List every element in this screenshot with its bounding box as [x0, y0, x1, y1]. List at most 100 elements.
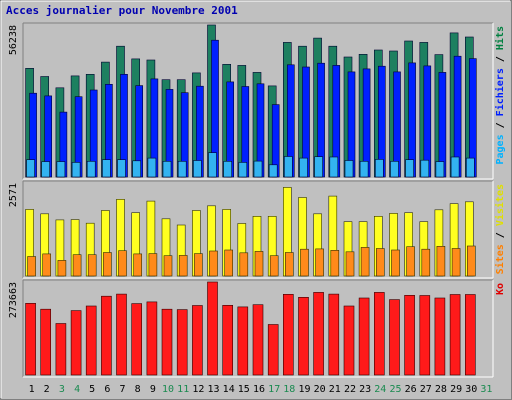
- series-legend-label: Sites / Visites: [494, 184, 506, 274]
- bar-ko: [389, 299, 400, 376]
- bar-fichiers: [362, 68, 371, 178]
- x-tick-label: 7: [119, 384, 125, 395]
- panel-bottom: 273663 Ko: [8, 279, 506, 378]
- x-tick-label: 9: [150, 384, 156, 395]
- bar-pages: [41, 161, 51, 178]
- x-tick-label: 24: [374, 384, 386, 395]
- x-tick-label: 19: [298, 384, 310, 395]
- x-tick-label: 1: [29, 384, 35, 395]
- y-max-label: 2571: [8, 183, 19, 207]
- bar-sites: [360, 247, 370, 277]
- bar-sites: [254, 251, 264, 277]
- bar-ko: [55, 323, 67, 376]
- x-tick-label: 18: [283, 384, 295, 395]
- x-tick-label: 25: [389, 384, 401, 395]
- bar-sites: [148, 253, 158, 277]
- x-tick-label: 30: [465, 384, 477, 395]
- bar-sites: [375, 248, 385, 277]
- bar-pages: [177, 161, 187, 178]
- x-tick-label: 13: [207, 384, 219, 395]
- x-axis-labels: 1 2 3 4 5 6 7 8 9 10 11 12 13 14 15 16 17 18 19 20 21 22 23 24 2…: [29, 384, 493, 395]
- x-tick-label: 14: [223, 384, 235, 395]
- x-tick-label: 17: [268, 384, 280, 395]
- bar-pages: [390, 161, 399, 178]
- bar-pages: [359, 161, 369, 178]
- bar-pages: [223, 161, 232, 178]
- bar-pages: [329, 156, 339, 178]
- bar-ko: [146, 301, 158, 376]
- bar-sites: [163, 255, 173, 277]
- bar-pages: [420, 159, 430, 178]
- x-tick-label: 20: [314, 384, 326, 395]
- x-tick-label: 15: [238, 384, 250, 395]
- x-tick-label: 21: [329, 384, 341, 395]
- bar-pages: [253, 160, 263, 178]
- x-tick-label: 23: [359, 384, 371, 395]
- bar-pages: [238, 162, 248, 178]
- bar-ko: [419, 295, 431, 376]
- x-tick-label: 6: [104, 384, 110, 395]
- bar-sites: [57, 260, 67, 277]
- bar-ko: [358, 297, 370, 376]
- bar-pages: [344, 160, 354, 178]
- bar-ko: [252, 304, 264, 376]
- x-tick-label: 11: [177, 384, 189, 395]
- bar-pages: [283, 156, 293, 178]
- x-tick-label: 28: [435, 384, 447, 395]
- x-tick-label: 2: [44, 384, 50, 395]
- bar-sites: [421, 248, 431, 277]
- x-tick-label: 12: [192, 384, 204, 395]
- bar-sites: [224, 249, 233, 277]
- bar-pages: [268, 164, 278, 178]
- bar-pages: [147, 157, 157, 178]
- bar-ko: [207, 281, 218, 376]
- bar-pages: [102, 159, 111, 178]
- x-tick-label: 5: [89, 384, 95, 395]
- panels-group: 56238 Pages / Fichiers / Hits 2571 Sites / …: [8, 22, 506, 378]
- bar-sites: [466, 245, 476, 277]
- bar-sites: [133, 253, 142, 277]
- bar-sites: [209, 250, 218, 277]
- y-max-label: 56238: [8, 25, 19, 55]
- bar-ko: [25, 302, 36, 376]
- bar-sites: [42, 253, 52, 277]
- x-tick-label: 3: [59, 384, 65, 395]
- bar-sites: [345, 251, 355, 277]
- bar-sites: [284, 252, 294, 277]
- bar-sites: [300, 248, 309, 277]
- bar-ko: [131, 303, 142, 376]
- panel-top: 56238 Pages / Fichiers / Hits: [8, 22, 506, 180]
- chart-title: Acces journalier pour Novembre 2001: [6, 4, 238, 17]
- bar-ko: [313, 292, 324, 376]
- bar-ko: [40, 308, 52, 376]
- legend-part: Ko: [495, 283, 506, 295]
- bar-ko: [449, 294, 461, 376]
- x-tick-label: 31: [480, 384, 492, 395]
- bar-ko: [101, 295, 112, 376]
- series-legend-label: Pages / Fichiers / Hits: [494, 26, 506, 165]
- x-tick-label: 4: [74, 384, 80, 395]
- bar-sites: [436, 246, 446, 277]
- bar-sites: [118, 250, 127, 277]
- bar-ko: [282, 293, 294, 376]
- y-max-label: 273663: [8, 282, 19, 318]
- bar-sites: [178, 255, 188, 277]
- bar-pages: [86, 161, 96, 178]
- bar-ko: [222, 304, 233, 376]
- bar-pages: [374, 159, 384, 178]
- bar-ko: [373, 292, 385, 376]
- bar-sites: [451, 248, 461, 277]
- bar-sites: [330, 250, 340, 277]
- bar-ko: [176, 309, 188, 376]
- bar-pages: [162, 161, 172, 178]
- bar-pages: [299, 157, 308, 178]
- bar-ko: [237, 306, 249, 376]
- bar-sites: [72, 254, 82, 277]
- legend-part: Fichiers: [494, 68, 506, 116]
- bar-sites: [87, 254, 97, 277]
- x-tick-label: 10: [162, 384, 174, 395]
- bar-sites: [391, 249, 400, 277]
- panel-middle: 2571 Sites / Visites: [8, 180, 506, 279]
